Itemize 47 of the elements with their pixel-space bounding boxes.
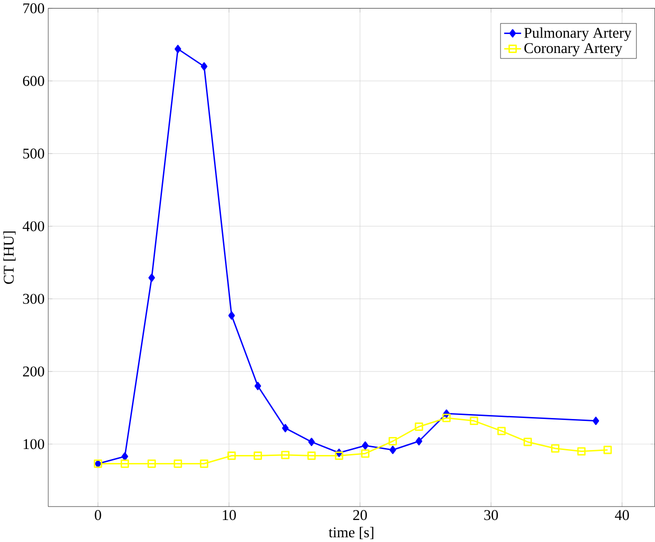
point [361,449,370,458]
point [148,273,155,282]
point [389,446,396,454]
point [362,441,369,450]
point [307,451,316,460]
point [227,451,236,460]
point [281,450,290,459]
y-tick-label: 700 [23,3,44,14]
y-axis-title: CT [HU] [3,231,16,284]
x-tick-label: 30 [484,510,498,520]
x-tick-label: 10 [222,510,236,520]
point [416,436,422,446]
x-tick-label: 40 [614,510,629,520]
point [470,416,478,425]
point [174,44,182,53]
y-tick-label: 200 [23,366,44,376]
point [603,446,612,454]
legend-label: Pulmonary Artery [524,27,632,41]
y-tick-label: 500 [23,148,44,158]
point [282,424,289,432]
x-tick-label: 0 [94,510,102,520]
point [497,426,506,435]
point [200,62,208,70]
point [551,444,560,452]
point [308,438,315,446]
point [592,416,600,425]
point [577,446,586,456]
point [228,311,235,320]
legend-label: Coronary Artery [524,42,622,56]
point [122,452,128,460]
y-tick-label: 400 [22,220,44,231]
point [120,459,129,468]
point [388,436,397,446]
y-tick-label: 600 [23,76,44,86]
y-tick-label: 100 [24,438,44,449]
x-axis-title: time [s] [328,526,374,539]
point [174,459,182,468]
point [334,451,344,460]
point [148,459,156,468]
point [254,451,262,460]
point [414,422,424,431]
point [442,414,451,422]
point [254,382,262,390]
y-tick-label: 300 [23,294,44,304]
point [200,459,208,468]
point [524,438,532,446]
x-tick-label: 20 [353,510,367,520]
